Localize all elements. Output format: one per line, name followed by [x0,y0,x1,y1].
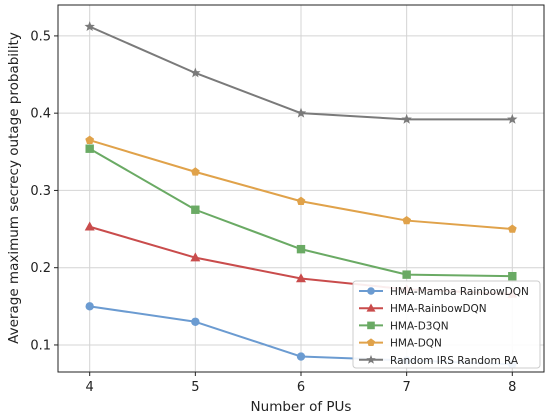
data-point [190,67,201,78]
y-tick-label: 0.5 [30,29,51,44]
legend-label: HMA-Mamba RainbowDQN [390,286,529,298]
data-point [296,244,306,254]
x-tick-label: 7 [403,380,411,395]
legend-item: HMA-RainbowDQN [359,303,487,315]
data-point [85,135,95,144]
series-3 [85,144,517,281]
y-tick-label: 0.3 [30,184,51,199]
series-4 [85,135,517,233]
legend-marker [367,287,375,295]
legend-item: HMA-D3QN [359,320,449,332]
series-5 [84,21,518,124]
y-tick-label: 0.2 [30,261,51,276]
legend-label: Random IRS Random RA [390,355,519,367]
data-point [295,107,307,118]
data-point [402,215,412,225]
data-point [296,273,306,283]
legend: HMA-Mamba RainbowDQN HMA-RainbowDQN HMA-D3… [352,280,541,369]
x-tick-label: 6 [297,380,305,395]
data-point [84,221,95,231]
legend-label: HMA-D3QN [390,320,449,332]
x-tick-label: 8 [508,380,516,395]
data-point [85,144,94,153]
data-point [296,352,306,361]
y-tick-label: 0.4 [30,107,51,122]
legend-label: HMA-DQN [390,338,442,350]
data-point [507,113,518,124]
data-point [296,196,306,205]
legend-marker [367,338,375,346]
ticks: 4 5 6 7 8 0.1 0.2 0.3 0.4 0.5 [30,29,516,395]
data-point [190,252,201,262]
legend-item: HMA-Mamba RainbowDQN [359,286,529,298]
data-point [191,317,200,326]
legend-label: HMA-RainbowDQN [390,303,487,315]
legend-marker [367,321,375,330]
x-tick-label: 4 [86,380,94,395]
legend-item: HMA-DQN [359,338,442,350]
legend-item: Random IRS Random RA [359,355,519,367]
x-tick-label: 5 [191,380,199,395]
grid [58,5,544,372]
x-axis-label: Number of PUs [251,399,352,415]
legend-marker [366,354,376,364]
data-point [84,21,95,32]
data-point [402,270,411,279]
data-point [85,302,94,311]
legend-marker [366,303,376,312]
y-axis-label: Average maximum secrecy outage probabili… [6,32,22,344]
data-point [191,205,200,214]
data-point [190,167,200,176]
legend-box [352,280,541,369]
data-point [508,271,517,281]
data-point [401,113,412,124]
data-point [507,224,517,233]
y-tick-label: 0.1 [30,338,51,353]
